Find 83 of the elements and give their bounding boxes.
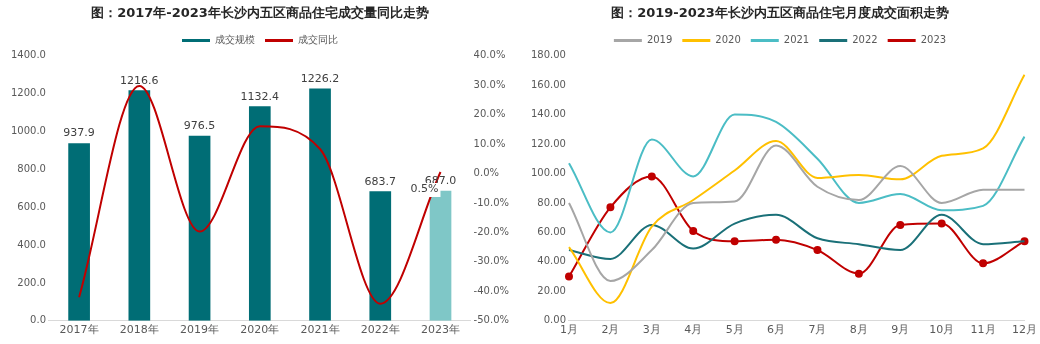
x-tick-label: 6月 xyxy=(767,323,786,337)
point xyxy=(854,269,863,278)
point xyxy=(606,203,615,212)
x-tick-label: 4月 xyxy=(684,323,703,337)
bar xyxy=(309,88,331,321)
point xyxy=(937,219,946,228)
y2-tick-label: -10.0% xyxy=(473,196,510,208)
y2-tick-label: 30.0% xyxy=(473,78,506,90)
data-label: 1132.4 xyxy=(240,89,280,103)
legend-label: 2022 xyxy=(852,34,878,46)
x-tick-label: 2017年 xyxy=(59,323,99,337)
legend-label: 成交规模 xyxy=(215,34,255,46)
y-tick-label: 800.0 xyxy=(17,162,46,174)
x-tick-label: 2023年 xyxy=(421,323,461,337)
x-tick-label: 2019年 xyxy=(180,323,220,337)
point xyxy=(813,246,822,255)
bar xyxy=(68,143,90,321)
y-tick-label: 160.00 xyxy=(530,78,566,90)
bar xyxy=(188,135,211,321)
point xyxy=(896,221,905,230)
x-tick-label: 2021年 xyxy=(300,323,340,337)
bar xyxy=(369,191,392,321)
y-tick-label: 400.0 xyxy=(17,238,46,250)
line-series xyxy=(567,144,1026,283)
x-tick-label: 5月 xyxy=(725,323,744,337)
y2-tick-label: -20.0% xyxy=(473,225,510,237)
chart-title: 图：2019-2023年长沙内五区商品住宅月度成交面积走势 xyxy=(611,5,949,21)
data-label: 976.5 xyxy=(183,119,216,133)
y-tick-label: 80.00 xyxy=(537,196,566,208)
y-tick-label: 120.00 xyxy=(530,137,566,149)
y-tick-label: 20.00 xyxy=(537,284,566,296)
line-series xyxy=(567,113,1026,234)
line-series xyxy=(567,73,1026,305)
point xyxy=(564,272,573,281)
point xyxy=(647,172,656,181)
bar xyxy=(128,90,151,321)
data-label: 1226.2 xyxy=(300,71,340,85)
x-tick-label: 12月 xyxy=(1012,323,1037,337)
y-tick-label: 180.00 xyxy=(530,49,566,61)
point xyxy=(689,226,698,235)
x-tick-label: 1月 xyxy=(559,323,578,337)
y-tick-label: 1400.0 xyxy=(10,49,46,61)
y2-tick-label: 0.0% xyxy=(473,167,500,179)
x-tick-label: 11月 xyxy=(970,323,996,337)
y2-tick-label: 20.0% xyxy=(473,108,506,120)
x-tick-label: 2022年 xyxy=(360,323,400,337)
x-tick-label: 2020年 xyxy=(240,323,280,337)
y-tick-label: 600.0 xyxy=(17,200,46,212)
data-label: 937.9 xyxy=(63,126,95,140)
legend-label: 2019 xyxy=(646,34,673,46)
point xyxy=(772,235,781,244)
point xyxy=(979,259,988,268)
y2-tick-label: 40.0% xyxy=(473,49,506,61)
y2-tick-label: 10.0% xyxy=(473,137,506,149)
x-tick-label: 2月 xyxy=(601,323,620,337)
data-label: 1216.6 xyxy=(120,73,159,87)
y2-tick-label: -30.0% xyxy=(473,255,510,267)
legend-label: 2021 xyxy=(783,34,810,46)
point xyxy=(730,237,739,246)
y2-tick-label: -50.0% xyxy=(473,314,510,326)
x-tick-label: 9月 xyxy=(891,323,910,337)
x-tick-label: 7月 xyxy=(808,323,827,337)
y-tick-label: 0.0 xyxy=(30,314,46,326)
y-tick-label: 1200.0 xyxy=(10,87,46,99)
legend-label: 2023 xyxy=(920,34,947,46)
legend-label: 2020 xyxy=(715,34,741,46)
y-tick-label: 140.00 xyxy=(530,108,566,120)
y2-tick-label: -40.0% xyxy=(473,284,510,296)
x-tick-label: 2018年 xyxy=(119,323,159,337)
y-tick-label: 200.0 xyxy=(17,276,46,288)
y-tick-label: 40.00 xyxy=(537,255,566,267)
legend-label: 成交同比 xyxy=(298,34,338,46)
x-tick-label: 3月 xyxy=(642,323,661,337)
y-tick-label: 1000.0 xyxy=(10,124,46,136)
y-tick-label: 0.00 xyxy=(543,314,566,326)
data-label: 683.7 xyxy=(364,174,397,188)
data-label: 0.5% xyxy=(410,182,439,196)
chart-title: 图：2017年-2023年长沙内五区商品住宅成交量同比走势 xyxy=(91,5,429,21)
x-tick-label: 10月 xyxy=(929,323,955,337)
y-tick-label: 100.00 xyxy=(530,167,566,179)
y-tick-label: 60.00 xyxy=(537,225,566,237)
bar xyxy=(248,106,271,321)
x-tick-label: 8月 xyxy=(849,323,868,337)
